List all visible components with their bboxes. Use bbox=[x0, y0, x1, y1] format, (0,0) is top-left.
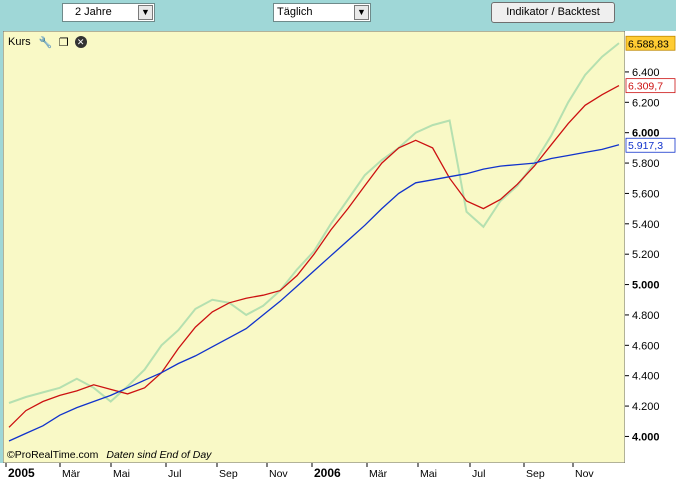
wrench-icon[interactable]: 🔧 bbox=[38, 36, 53, 49]
chevron-down-icon[interactable]: ▼ bbox=[138, 5, 153, 20]
indicator-backtest-button[interactable]: Indikator / Backtest bbox=[491, 2, 615, 23]
x-tick-label: Mai bbox=[113, 468, 130, 480]
last-value-ma_short: 6.309,7 bbox=[628, 81, 663, 93]
panel-title: Kurs bbox=[8, 36, 31, 48]
panel-header: Kurs 🔧 ❐ ✕ bbox=[4, 33, 87, 51]
interval-select[interactable]: Täglich ▼ bbox=[273, 3, 371, 22]
x-tick-label: Nov bbox=[575, 468, 594, 480]
y-tick-label: 4.000 bbox=[632, 431, 660, 443]
series-price bbox=[8, 42, 620, 404]
y-tick-label: 6.400 bbox=[632, 67, 660, 79]
y-tick-label: 4.600 bbox=[632, 340, 660, 352]
last-value-ma_long: 5.917,3 bbox=[628, 140, 663, 152]
y-tick-label: 5.400 bbox=[632, 219, 660, 231]
x-tick-label: Mär bbox=[369, 468, 388, 480]
series-ma_long bbox=[8, 144, 620, 442]
y-tick-label: 6.000 bbox=[632, 128, 660, 140]
y-tick-label: 6.200 bbox=[632, 97, 660, 109]
y-tick-label: 4.200 bbox=[632, 401, 660, 413]
y-tick-label: 5.200 bbox=[632, 249, 660, 261]
source-label: ©ProRealTime.com bbox=[7, 449, 99, 461]
y-tick-label: 5.800 bbox=[632, 158, 660, 170]
data-note: Daten sind End of Day bbox=[106, 449, 212, 461]
series-ma_short bbox=[8, 85, 620, 428]
y-axis: 4.000 4.200 4.400 4.600 4.800 5.000 5.200 5.400… bbox=[625, 31, 676, 463]
x-tick-label: Sep bbox=[219, 468, 238, 480]
x-tick-label: Jul bbox=[472, 468, 485, 480]
chevron-down-icon[interactable]: ▼ bbox=[354, 5, 369, 20]
last-value-price: 6.588,83 bbox=[628, 38, 669, 50]
x-tick-label: Nov bbox=[269, 468, 288, 480]
x-axis: 2005 Mär Mai Jul Sep Nov 2006 Mär Mai Jul Sep Nov bbox=[0, 463, 676, 483]
last-value-badge-ma_short bbox=[625, 78, 676, 94]
last-value-badge-ma_long bbox=[625, 137, 676, 153]
y-tick-label: 5.000 bbox=[632, 280, 660, 292]
x-tick-label: Mär bbox=[62, 468, 81, 480]
x-tick-label: 2005 bbox=[8, 466, 35, 480]
y-tick-label: 4.800 bbox=[632, 310, 660, 322]
x-tick-label: 2006 bbox=[314, 466, 341, 480]
y-tick-label: 4.400 bbox=[632, 371, 660, 383]
price-chart bbox=[3, 31, 625, 463]
period-value: 2 Jahre bbox=[75, 6, 112, 18]
last-value-badge-price bbox=[625, 35, 676, 51]
interval-value: Täglich bbox=[277, 6, 313, 18]
plot-area bbox=[3, 31, 625, 463]
period-select[interactable]: 2 Jahre ▼ bbox=[62, 3, 155, 22]
window-icon[interactable]: ❐ bbox=[58, 36, 69, 49]
y-tick-label: 5.600 bbox=[632, 188, 660, 200]
x-tick-label: Jul bbox=[168, 468, 181, 480]
x-tick-label: Sep bbox=[526, 468, 545, 480]
x-tick-label: Mai bbox=[420, 468, 437, 480]
close-icon[interactable]: ✕ bbox=[74, 36, 87, 48]
toolbar: 2 Jahre ▼ Täglich ▼ Indikator / Backtest bbox=[0, 0, 676, 30]
footer-note: ©ProRealTime.com Daten sind End of Day bbox=[7, 449, 211, 461]
